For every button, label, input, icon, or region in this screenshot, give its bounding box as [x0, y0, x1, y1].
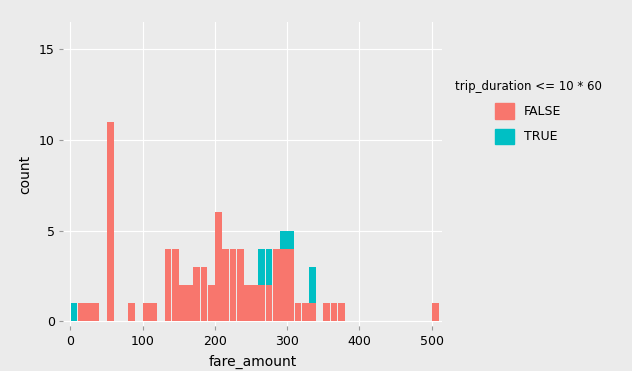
Bar [71, 303, 78, 321]
Bar [164, 249, 171, 321]
Bar [301, 303, 308, 321]
Bar [150, 303, 157, 321]
Bar [200, 267, 207, 321]
Bar [172, 249, 179, 321]
X-axis label: fare_amount: fare_amount [209, 355, 297, 369]
Bar [222, 249, 229, 321]
Bar [208, 285, 215, 321]
Bar [186, 285, 193, 321]
Bar [215, 212, 222, 321]
Bar [265, 285, 272, 321]
Bar [288, 230, 294, 249]
Bar [338, 303, 344, 321]
Bar [143, 303, 150, 321]
Bar [251, 285, 258, 321]
Bar [258, 249, 265, 285]
Bar [85, 303, 92, 321]
Bar [309, 303, 316, 321]
Bar [229, 249, 236, 321]
Bar [258, 285, 265, 321]
Bar [193, 267, 200, 321]
Bar [128, 303, 135, 321]
Bar [295, 303, 301, 321]
Bar [92, 303, 99, 321]
Bar [265, 249, 272, 285]
Legend: FALSE, TRUE: FALSE, TRUE [455, 81, 602, 144]
Bar [324, 303, 331, 321]
Bar [273, 249, 280, 321]
Bar [280, 230, 287, 249]
Bar [179, 285, 186, 321]
Bar [237, 249, 243, 321]
Bar [331, 303, 337, 321]
Y-axis label: count: count [18, 155, 32, 194]
Bar [107, 122, 114, 321]
Bar [78, 303, 85, 321]
Bar [432, 303, 439, 321]
Bar [288, 249, 294, 321]
Bar [280, 249, 287, 321]
Bar [244, 285, 251, 321]
Bar [309, 267, 316, 303]
